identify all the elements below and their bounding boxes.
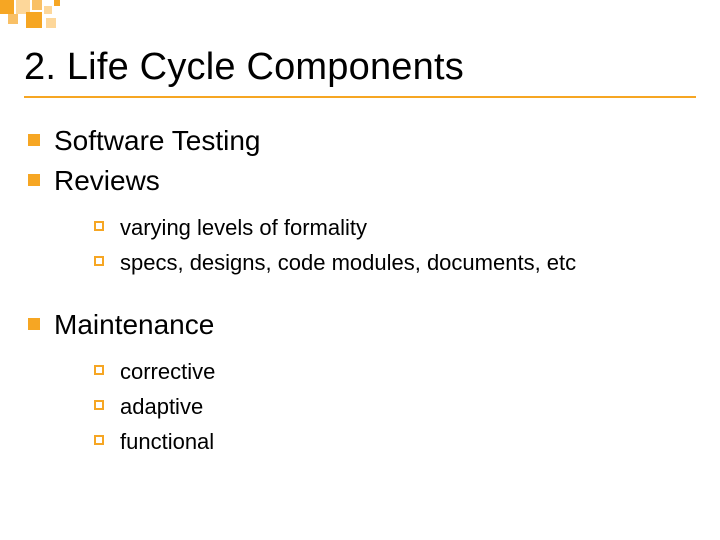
bullet-text: corrective xyxy=(120,354,215,389)
slide-content: Software Testing Reviews varying levels … xyxy=(28,120,700,473)
square-bullet-icon xyxy=(28,134,40,146)
bullet-level1: Reviews xyxy=(28,162,700,200)
slide-title: 2. Life Cycle Components xyxy=(24,46,696,89)
bullet-level2: specs, designs, code modules, documents,… xyxy=(94,245,700,280)
bullet-level2: corrective xyxy=(94,354,700,389)
hollow-square-bullet-icon xyxy=(94,400,104,410)
hollow-square-bullet-icon xyxy=(94,365,104,375)
title-rule xyxy=(24,96,696,98)
bullet-text: functional xyxy=(120,424,214,459)
bullet-level1: Software Testing xyxy=(28,122,700,160)
bullet-level2: adaptive xyxy=(94,389,700,424)
sub-bullets: corrective adaptive functional xyxy=(94,354,700,460)
bullet-text: adaptive xyxy=(120,389,203,424)
bullet-text: Software Testing xyxy=(54,122,261,160)
bullet-text: varying levels of formality xyxy=(120,210,367,245)
bullet-level2: varying levels of formality xyxy=(94,210,700,245)
bullet-text: specs, designs, code modules, documents,… xyxy=(120,245,576,280)
bullet-text: Reviews xyxy=(54,162,160,200)
sub-bullets: varying levels of formality specs, desig… xyxy=(94,210,700,280)
hollow-square-bullet-icon xyxy=(94,435,104,445)
hollow-square-bullet-icon xyxy=(94,256,104,266)
square-bullet-icon xyxy=(28,318,40,330)
bullet-level1: Maintenance xyxy=(28,306,700,344)
slide: 2. Life Cycle Components Software Testin… xyxy=(0,0,720,540)
hollow-square-bullet-icon xyxy=(94,221,104,231)
bullet-text: Maintenance xyxy=(54,306,214,344)
corner-decoration xyxy=(0,0,140,36)
square-bullet-icon xyxy=(28,174,40,186)
bullet-level2: functional xyxy=(94,424,700,459)
